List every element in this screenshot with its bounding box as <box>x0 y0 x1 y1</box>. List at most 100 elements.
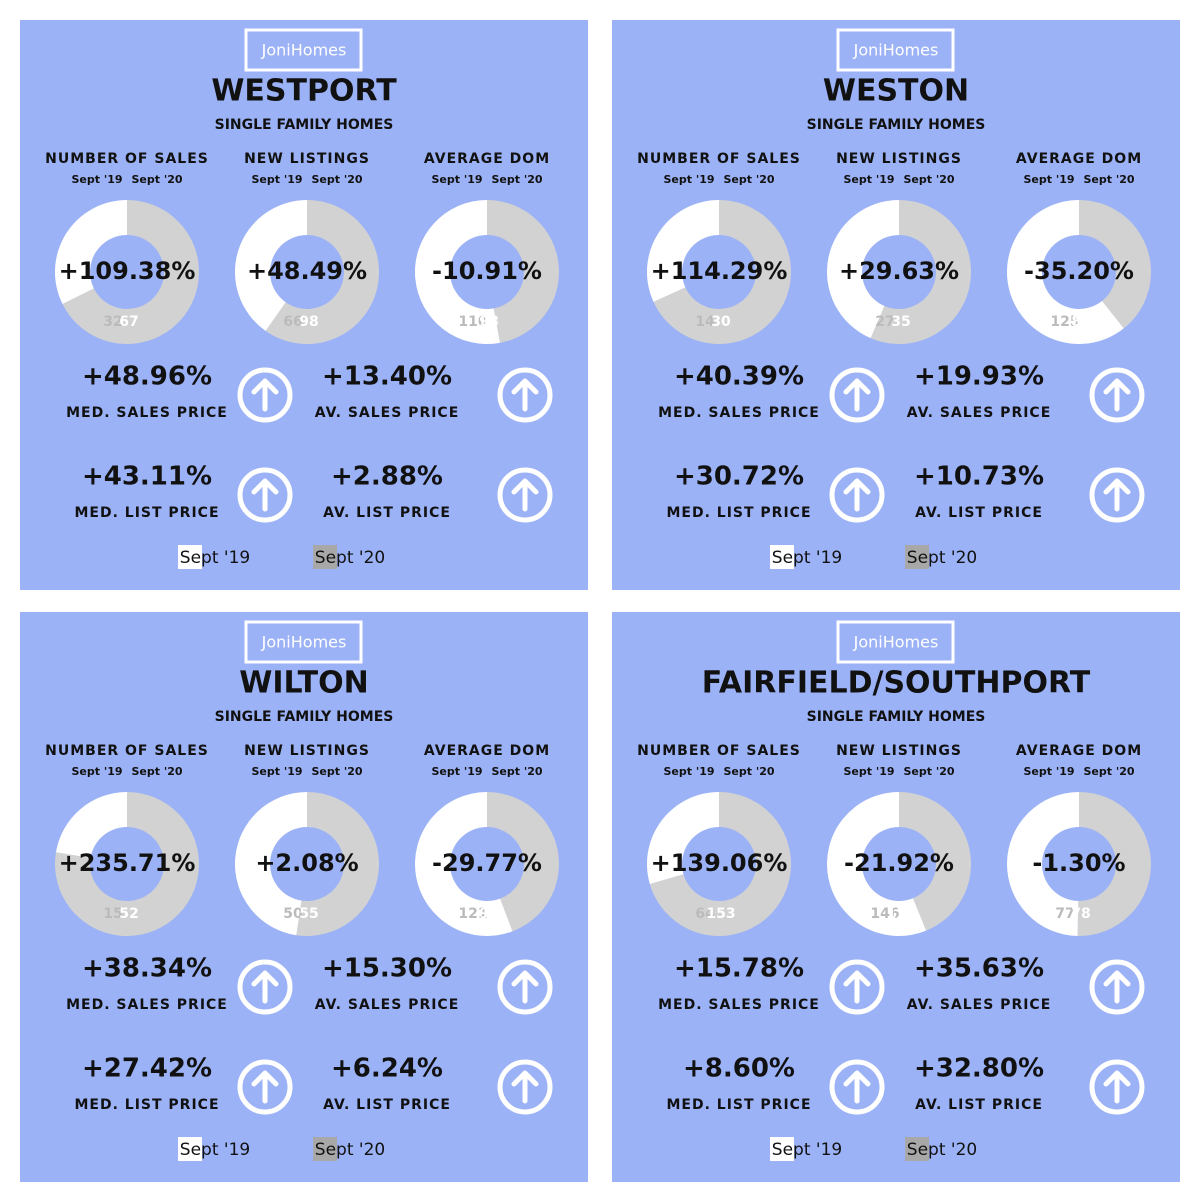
donut-label: NUMBER OF SALES <box>45 743 209 759</box>
metric-label: AV. LIST PRICE <box>323 505 451 521</box>
donut-value: 15 <box>103 906 122 922</box>
donut-value: 30 <box>711 314 731 330</box>
metric-value: +27.42% <box>82 1054 212 1084</box>
up-arrow-icon <box>1089 367 1145 423</box>
period-label: Sept '20 <box>1083 173 1134 186</box>
up-arrow <box>843 478 871 512</box>
legend-label: Sept '19 <box>772 1140 842 1160</box>
panel-title: FAIRFIELD/SOUTHPORT <box>702 666 1091 701</box>
metric-label: MED. SALES PRICE <box>658 405 820 421</box>
legend-swatch <box>178 1137 202 1161</box>
donut-segment <box>827 200 899 339</box>
panel: JoniHomes WESTPORT SINGLE FAMILY HOMES NUMB… <box>20 20 588 590</box>
up-arrow-icon <box>237 467 293 523</box>
brand-box <box>836 620 955 664</box>
donut-value: 78 <box>1071 906 1090 922</box>
metric-label: AV. LIST PRICE <box>323 1097 451 1113</box>
up-arrow-icon <box>237 1059 293 1115</box>
donut-value: 77 <box>1055 906 1074 922</box>
period-label: Sept '20 <box>1083 765 1134 778</box>
donut-segment <box>1077 792 1152 936</box>
up-arrow <box>511 970 539 1004</box>
up-arrow <box>843 1070 871 1104</box>
donut-value: 98 <box>479 314 498 330</box>
metric-label: MED. LIST PRICE <box>74 505 219 521</box>
period-label: Sept '19 <box>251 173 302 186</box>
donut-change: +114.29% <box>651 257 788 285</box>
period-label: Sept '20 <box>491 173 542 186</box>
period-label: Sept '19 <box>431 765 482 778</box>
period-label: Sept '20 <box>723 765 774 778</box>
metric-label: AV. SALES PRICE <box>907 997 1052 1013</box>
period-label: Sept '19 <box>251 765 302 778</box>
donut-value: 114 <box>886 906 915 922</box>
donut-segment <box>649 792 791 936</box>
metric-value: +40.39% <box>674 362 804 392</box>
brand-box <box>244 28 363 72</box>
donut-value: 35 <box>891 314 910 330</box>
donut-value: 50 <box>283 906 303 922</box>
metric-label: AV. LIST PRICE <box>915 505 1043 521</box>
up-arrow <box>511 478 539 512</box>
metric-value: +13.40% <box>322 362 452 392</box>
metric-value: +43.11% <box>82 462 212 492</box>
donut-change: +48.49% <box>247 257 367 285</box>
donut-label: AVERAGE DOM <box>424 743 550 759</box>
panel-subtitle: SINGLE FAMILY HOMES <box>807 709 986 725</box>
metric-label: MED. LIST PRICE <box>74 1097 219 1113</box>
donut-segment <box>235 200 307 331</box>
period-label: Sept '19 <box>71 765 122 778</box>
up-arrow-icon <box>829 959 885 1015</box>
period-label: Sept '19 <box>1023 765 1074 778</box>
period-label: Sept '20 <box>131 173 182 186</box>
up-arrow-icon <box>497 959 553 1015</box>
donut-segment <box>296 792 379 936</box>
panel-subtitle: SINGLE FAMILY HOMES <box>215 709 394 725</box>
up-arrow <box>511 378 539 412</box>
donut-label: NEW LISTINGS <box>244 151 370 167</box>
panel-background <box>20 20 588 590</box>
legend-swatch <box>905 1137 929 1161</box>
donut-value: 64 <box>695 906 715 922</box>
brand-box <box>244 620 363 664</box>
up-arrow-icon <box>237 959 293 1015</box>
metric-label: MED. SALES PRICE <box>66 405 228 421</box>
metric-value: +19.93% <box>914 362 1044 392</box>
legend-label: Sept '20 <box>907 548 977 568</box>
up-arrow <box>251 478 279 512</box>
donut-segment <box>653 200 791 344</box>
panel: JoniHomes WILTON SINGLE FAMILY HOMES NUMBER… <box>20 612 588 1182</box>
period-label: Sept '19 <box>1023 173 1074 186</box>
donut-value: 146 <box>870 906 899 922</box>
donut-segment <box>647 199 719 302</box>
donut-change: -1.30% <box>1032 849 1125 877</box>
donut-label: AVERAGE DOM <box>1016 743 1142 759</box>
up-arrow-icon <box>497 467 553 523</box>
donut-segment <box>1007 200 1124 344</box>
metric-value: +30.72% <box>674 462 804 492</box>
donut-label: NUMBER OF SALES <box>637 151 801 167</box>
donut-change: +139.06% <box>651 849 788 877</box>
panel-background <box>612 612 1180 1182</box>
donut-segment <box>487 792 560 932</box>
metric-value: +15.78% <box>674 954 804 984</box>
metric-label: MED. SALES PRICE <box>658 997 820 1013</box>
donut-segment <box>265 200 380 344</box>
donut-value: 66 <box>283 314 302 330</box>
donut-value: 55 <box>299 906 318 922</box>
legend-label: Sept '19 <box>180 1140 250 1160</box>
donut-change: -29.77% <box>432 849 542 877</box>
period-label: Sept '19 <box>71 173 122 186</box>
donut-label: AVERAGE DOM <box>424 151 550 167</box>
metric-value: +10.73% <box>914 462 1044 492</box>
donut-value: 121 <box>458 906 487 922</box>
metric-label: AV. SALES PRICE <box>315 997 460 1013</box>
donut-value: 96 <box>479 906 498 922</box>
up-arrow-icon <box>829 1059 885 1115</box>
legend-swatch <box>770 545 794 569</box>
donut-change: +109.38% <box>59 257 196 285</box>
period-label: Sept '19 <box>663 173 714 186</box>
up-arrow <box>251 1070 279 1104</box>
metric-value: +38.34% <box>82 954 212 984</box>
